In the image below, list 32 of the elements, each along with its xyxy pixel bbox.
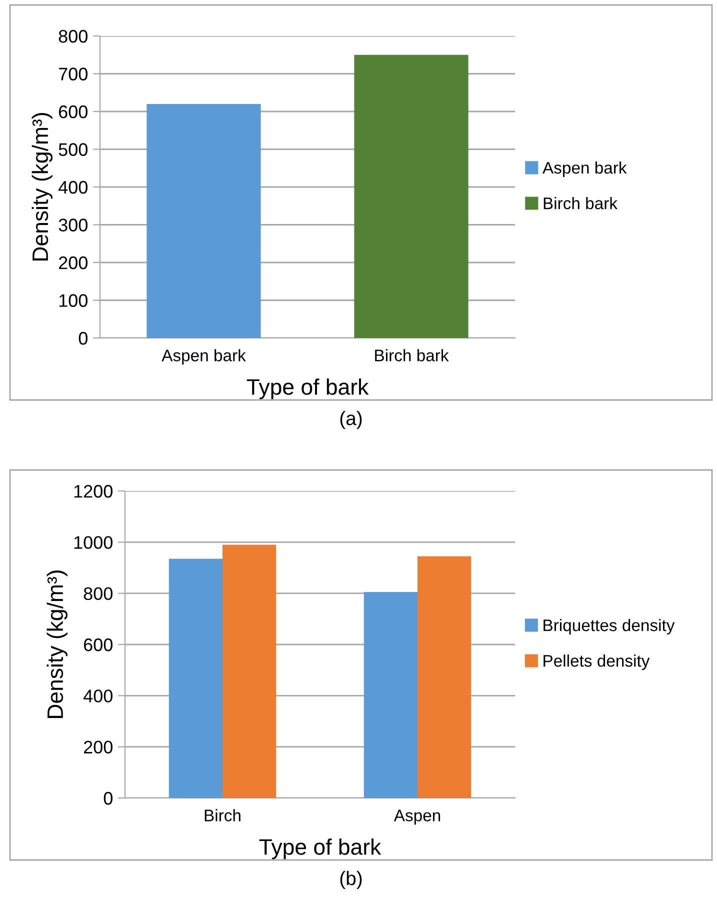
y-tick-label: 100 xyxy=(59,294,88,307)
y-tick-label: 300 xyxy=(58,218,88,232)
text: (a) xyxy=(340,410,362,430)
bar xyxy=(222,544,276,798)
bar xyxy=(364,592,418,798)
y-tick-label: 0 xyxy=(78,332,88,345)
y-tick-label: 0 xyxy=(104,792,112,805)
x-tick-label: Aspen xyxy=(394,810,440,825)
y-tick-label: 400 xyxy=(58,180,88,194)
y-tick-label: 400 xyxy=(83,690,112,702)
legend-label: Birch bark xyxy=(544,197,618,210)
y-tick-label: 500 xyxy=(58,143,88,156)
legend-label: Aspen bark xyxy=(542,161,627,177)
text: (b) xyxy=(340,870,362,890)
y-tick-label: 600 xyxy=(84,638,112,652)
bar xyxy=(168,558,222,798)
y-tick-label: 700 xyxy=(59,68,88,80)
x-tick-label: Birch xyxy=(204,809,240,822)
y-tick-label: 200 xyxy=(84,740,112,754)
y-tick-label: 800 xyxy=(58,30,88,43)
x-axis-title: Type of bark xyxy=(246,378,369,400)
x-axis-title: Type of bark xyxy=(259,838,382,860)
y-axis-title: Density (kg/m³) xyxy=(46,570,68,718)
y-tick-label: 1000 xyxy=(74,536,112,549)
legend-label: Pellets density xyxy=(544,654,650,670)
y-tick-label: 600 xyxy=(58,105,88,118)
y-tick-label: 1200 xyxy=(74,484,112,498)
y-axis-title: Density (kg/m³) xyxy=(32,113,53,260)
legend-label: Briquettes density xyxy=(544,618,675,634)
bar xyxy=(418,556,472,798)
y-tick-label: 800 xyxy=(84,587,112,600)
y-tick-label: 200 xyxy=(58,256,88,270)
